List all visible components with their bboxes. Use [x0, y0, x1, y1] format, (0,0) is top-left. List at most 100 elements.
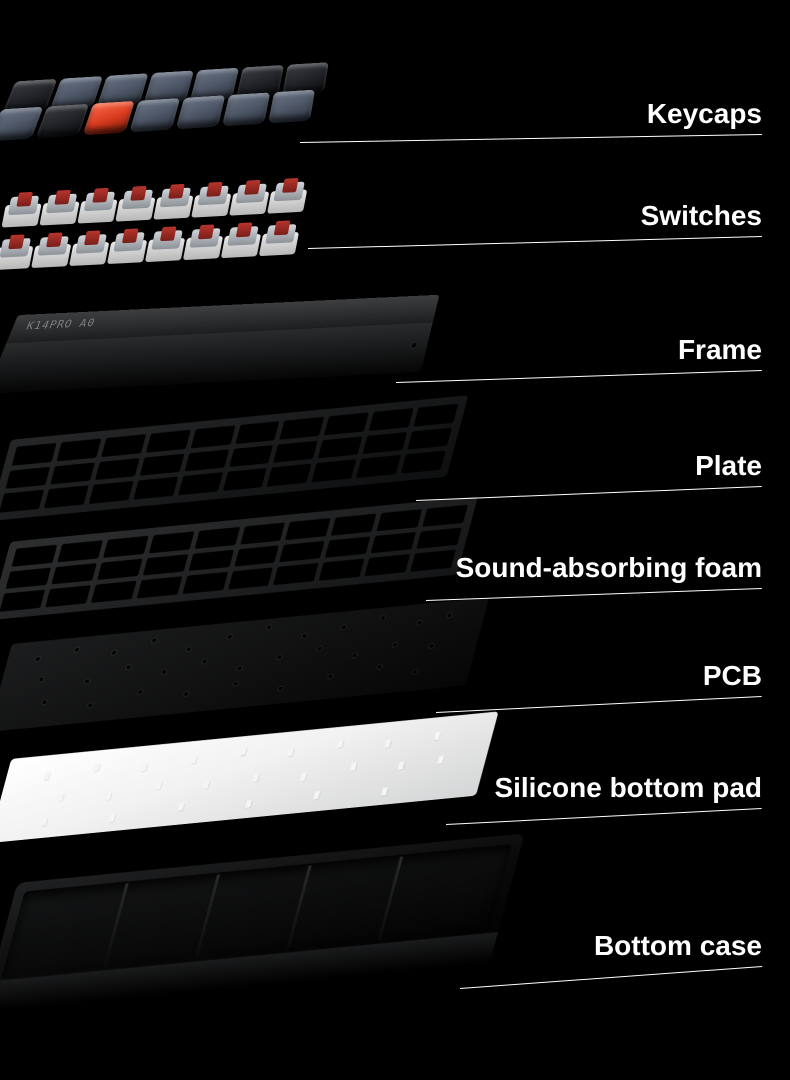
cutout — [56, 438, 101, 461]
cutout — [422, 505, 467, 527]
silicone-pin — [57, 793, 64, 801]
pcb-hole — [75, 648, 80, 652]
cutout — [91, 581, 136, 603]
cutout — [88, 481, 133, 504]
cutout — [365, 554, 410, 576]
keycap — [176, 95, 226, 129]
cutout — [273, 440, 318, 463]
layer-label-frame: Frame — [678, 334, 762, 366]
switch — [0, 233, 36, 269]
pcb-hole — [88, 703, 93, 707]
silicone-pin — [300, 773, 307, 781]
silicone-pin — [398, 762, 405, 770]
pcb-hole — [278, 686, 283, 690]
pcb-hole — [277, 655, 282, 659]
silicone-pin — [437, 756, 444, 764]
cutout — [101, 434, 146, 457]
cutout — [235, 421, 280, 444]
silicone-pin — [41, 818, 48, 826]
cutout — [312, 460, 357, 483]
switch — [69, 229, 112, 265]
switch — [39, 189, 82, 225]
silicone-pin — [44, 771, 51, 779]
pcb-hole — [126, 665, 131, 669]
pcb-hole — [184, 692, 189, 696]
frame-model-label: K14PRO A0 — [24, 317, 97, 332]
layer-label-plate: Plate — [695, 450, 762, 482]
leader-line-keycaps — [300, 134, 762, 143]
layer-frame-visual: K14PRO A0 — [0, 302, 430, 397]
leader-line-switches — [308, 236, 762, 249]
leader-line-foam — [426, 588, 762, 601]
switch — [31, 231, 74, 267]
switch — [191, 181, 234, 217]
silicone-pin — [203, 781, 210, 789]
layer-pcb-visual — [0, 597, 489, 732]
cutout — [324, 412, 369, 435]
switch — [153, 183, 196, 219]
silicone-pin — [93, 763, 100, 771]
cutout — [57, 540, 102, 562]
cutout — [51, 563, 96, 585]
leader-line-pcb — [436, 696, 762, 713]
pcb-hole — [35, 657, 40, 661]
keycap-accent — [82, 101, 134, 135]
pcb-hole — [187, 647, 192, 651]
silicone-pin — [245, 799, 252, 807]
pcb-hole — [39, 677, 44, 681]
cutout — [194, 527, 239, 549]
cutout — [188, 550, 233, 572]
switch — [229, 179, 272, 215]
switch — [221, 221, 264, 257]
silicone-pin — [252, 774, 259, 782]
switch — [259, 219, 302, 255]
cutout — [184, 449, 229, 472]
silicone-pin — [108, 814, 115, 822]
pcb-hole — [233, 682, 238, 686]
pcb-hole — [42, 701, 47, 705]
cutout — [95, 458, 140, 481]
cutout — [182, 572, 227, 594]
silicone-pin — [240, 747, 247, 755]
switch — [115, 185, 158, 221]
silicone-pin — [350, 763, 357, 771]
silicone-pin — [314, 791, 321, 799]
cutout — [331, 514, 376, 536]
cutout — [133, 477, 178, 500]
silicone-pin — [190, 755, 197, 763]
cutout — [146, 430, 191, 453]
pcb-hole — [152, 638, 157, 642]
leader-line-plate — [416, 486, 762, 501]
keycap-dark — [36, 104, 90, 139]
layer-foam-visual — [0, 496, 478, 620]
cutout — [103, 536, 148, 558]
switch — [145, 225, 188, 261]
cutout — [319, 559, 364, 581]
pcb-hole — [227, 635, 232, 639]
silicone-pin — [178, 803, 185, 811]
switch — [267, 177, 310, 213]
cutout — [371, 532, 416, 554]
layer-label-foam: Sound-absorbing foam — [456, 552, 762, 584]
layer-keycaps-visual — [0, 70, 340, 150]
pcb-hole — [317, 646, 322, 650]
cutout — [0, 590, 45, 612]
layer-label-pcb: PCB — [703, 660, 762, 692]
pcb-hole — [352, 653, 357, 657]
silicone-pin — [105, 792, 112, 800]
cutout — [190, 425, 235, 448]
leader-line-bottomcase — [460, 966, 762, 989]
cutout — [401, 451, 446, 474]
cutout — [363, 432, 408, 455]
cutout — [142, 554, 187, 576]
pcb-hole — [237, 666, 242, 670]
pcb-hole — [341, 625, 346, 629]
layer-switches-visual — [0, 176, 338, 274]
cutout — [377, 509, 422, 531]
cutout — [407, 427, 452, 450]
cutout — [416, 527, 461, 549]
cutout — [318, 436, 363, 459]
cutout — [414, 404, 459, 427]
cutout — [97, 558, 142, 580]
cutout — [229, 445, 274, 468]
